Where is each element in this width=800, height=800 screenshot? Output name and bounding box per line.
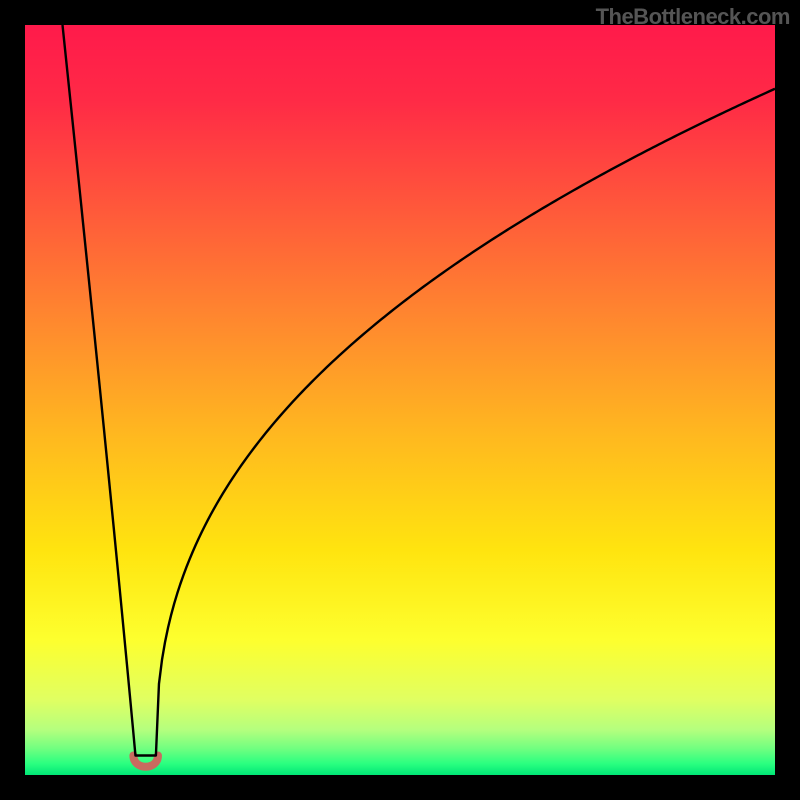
bottleneck-chart bbox=[0, 0, 800, 800]
plot-background bbox=[25, 25, 775, 775]
chart-root: TheBottleneck.com bbox=[0, 0, 800, 800]
watermark-text: TheBottleneck.com bbox=[596, 4, 790, 30]
